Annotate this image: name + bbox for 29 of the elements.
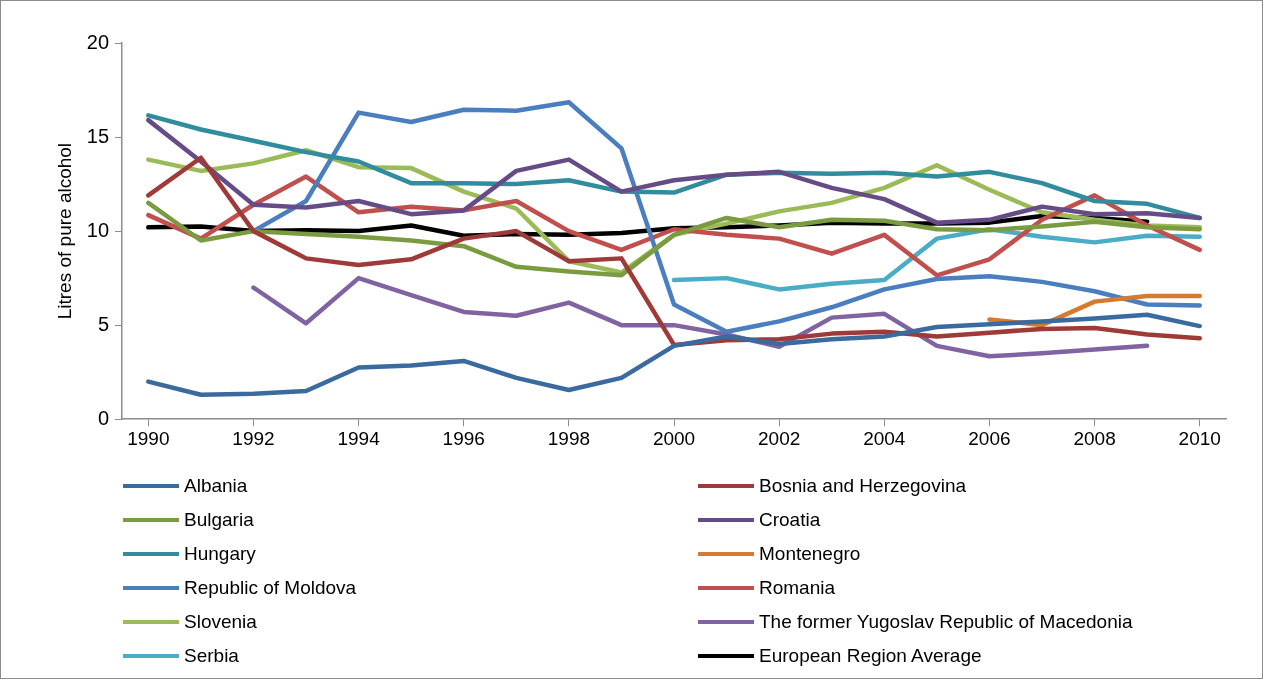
x-tick-label: 2004 [863, 427, 906, 449]
y-tick-label: 5 [97, 312, 110, 335]
x-tick-label: 2002 [758, 427, 801, 449]
legend-label: Montenegro [759, 543, 861, 565]
x-tick-label: 1990 [127, 427, 170, 449]
legend-label: Albania [184, 475, 248, 497]
x-tick-label: 1996 [442, 427, 485, 449]
legend-label: Croatia [759, 509, 821, 531]
legend-label: The former Yugoslav Republic of Macedonia [759, 611, 1133, 633]
legend-label: Slovenia [184, 611, 257, 633]
x-tick-label: 2000 [652, 427, 696, 449]
y-tick-label: 20 [86, 30, 110, 53]
x-tick-label: 2010 [1178, 427, 1221, 449]
legend-label: European Region Average [759, 645, 982, 667]
x-tick-label: 2008 [1073, 427, 1116, 449]
legend-label: Romania [759, 577, 836, 599]
y-tick-label: 15 [86, 124, 110, 147]
x-tick-label: 1992 [232, 427, 275, 449]
legend-label: Bosnia and Herzegovina [759, 475, 967, 497]
y-axis-title: Litres of pure alcohol [53, 142, 75, 320]
legend-label: Serbia [184, 645, 239, 667]
legend-label: Republic of Moldova [184, 577, 357, 599]
y-tick-label: 0 [97, 406, 110, 429]
legend-label: Bulgaria [184, 509, 254, 531]
x-tick-label: 1994 [337, 427, 381, 449]
y-tick-label: 10 [86, 218, 110, 241]
x-tick-label: 2006 [968, 427, 1011, 449]
legend-label: Hungary [184, 543, 256, 565]
x-tick-label: 1998 [547, 427, 591, 449]
